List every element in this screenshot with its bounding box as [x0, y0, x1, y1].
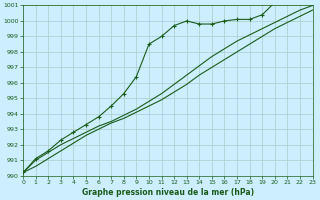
X-axis label: Graphe pression niveau de la mer (hPa): Graphe pression niveau de la mer (hPa): [82, 188, 254, 197]
